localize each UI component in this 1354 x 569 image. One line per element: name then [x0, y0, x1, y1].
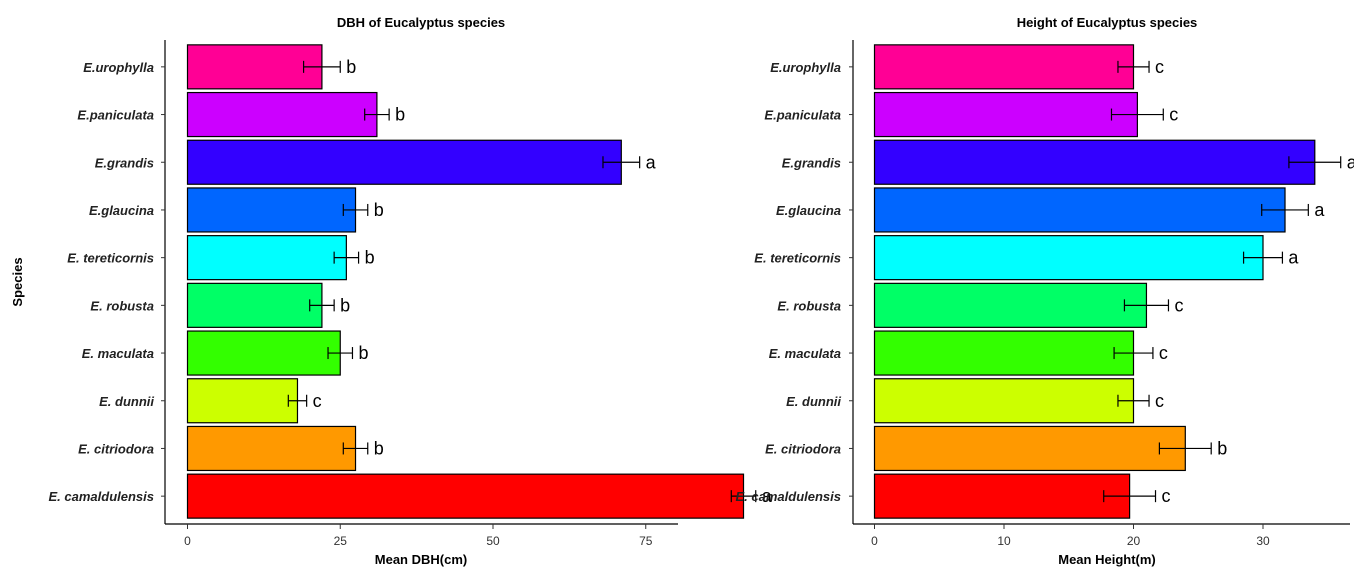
category-label: E.glaucina	[776, 203, 841, 218]
significance-label: c	[1159, 343, 1168, 363]
category-label: E. camaldulensis	[736, 489, 842, 504]
significance-label: c	[1155, 57, 1164, 77]
x-tick-label: 0	[871, 534, 878, 548]
x-axis-title: Mean DBH(cm)	[375, 552, 467, 567]
significance-label: a	[1314, 200, 1325, 220]
bar	[186, 282, 323, 328]
category-label: E. maculata	[82, 346, 154, 361]
x-tick-label: 75	[639, 534, 653, 548]
category-label: E. citriodora	[765, 441, 841, 456]
significance-label: a	[1288, 248, 1299, 268]
significance-label: b	[346, 57, 356, 77]
significance-label: a	[646, 152, 657, 172]
category-label: E. citriodora	[78, 441, 154, 456]
category-label: E. dunnii	[99, 394, 154, 409]
category-label: E. dunnii	[786, 394, 841, 409]
significance-label: a	[762, 486, 773, 506]
significance-label: c	[313, 391, 322, 411]
bar	[186, 235, 347, 281]
bar	[186, 425, 357, 472]
bar	[186, 91, 378, 138]
chart-title: Height of Eucalyptus species	[1017, 15, 1198, 30]
chart-title: DBH of Eucalyptus species	[337, 15, 505, 30]
category-label: E.paniculata	[764, 108, 841, 123]
bar	[873, 330, 1135, 376]
bar	[873, 187, 1286, 233]
significance-label: c	[1174, 295, 1183, 315]
significance-label: b	[395, 105, 405, 125]
bar	[873, 282, 1148, 328]
significance-label: b	[1217, 438, 1227, 458]
x-tick-label: 25	[334, 534, 348, 548]
bar	[186, 473, 745, 519]
category-label: E.grandis	[95, 155, 154, 170]
x-tick-label: 50	[486, 534, 500, 548]
chart-panel-1: DBH of Eucalyptus species b E.urophylla b E.…	[10, 15, 773, 567]
significance-label: b	[374, 438, 384, 458]
chart-panel-2: Height of Eucalyptus species c E.urophylla…	[736, 15, 1354, 567]
category-label: E.paniculata	[77, 108, 154, 123]
bar	[186, 330, 341, 376]
category-label: E.urophylla	[770, 60, 841, 75]
category-label: E. tereticornis	[754, 251, 841, 266]
bar	[186, 378, 299, 424]
significance-label: a	[1347, 152, 1354, 172]
significance-label: b	[340, 295, 350, 315]
category-label: E. tereticornis	[67, 251, 154, 266]
bar	[873, 44, 1135, 90]
bar	[873, 139, 1316, 185]
bar	[873, 235, 1264, 281]
category-label: E. maculata	[769, 346, 841, 361]
bar	[873, 378, 1135, 424]
category-label: E. robusta	[777, 298, 841, 313]
significance-label: b	[358, 343, 368, 363]
bar	[873, 473, 1131, 519]
bar	[873, 425, 1186, 472]
category-label: E.urophylla	[83, 60, 154, 75]
significance-label: b	[374, 200, 384, 220]
category-label: E. camaldulensis	[49, 489, 155, 504]
significance-label: b	[365, 248, 375, 268]
bar	[186, 44, 323, 90]
significance-label: c	[1155, 391, 1164, 411]
category-label: E. robusta	[90, 298, 154, 313]
significance-label: c	[1162, 486, 1171, 506]
bar	[186, 139, 622, 185]
x-tick-label: 30	[1256, 534, 1270, 548]
bar	[186, 187, 357, 233]
x-tick-label: 20	[1127, 534, 1141, 548]
category-label: E.grandis	[782, 155, 841, 170]
x-tick-label: 10	[997, 534, 1011, 548]
significance-label: c	[1169, 105, 1178, 125]
bar	[873, 91, 1138, 138]
x-tick-label: 0	[184, 534, 191, 548]
x-axis-title: Mean Height(m)	[1058, 552, 1156, 567]
y-axis-title: Species	[10, 257, 25, 306]
category-label: E.glaucina	[89, 203, 154, 218]
